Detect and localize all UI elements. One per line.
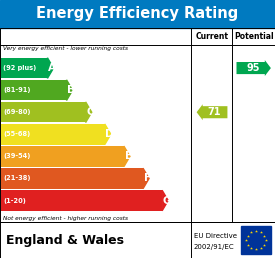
Bar bbox=[1, 58, 48, 78]
Text: (81-91): (81-91) bbox=[3, 87, 31, 93]
Text: Not energy efficient - higher running costs: Not energy efficient - higher running co… bbox=[3, 216, 128, 221]
Text: EU Directive: EU Directive bbox=[194, 233, 237, 239]
Text: D: D bbox=[105, 129, 113, 139]
Text: 2002/91/EC: 2002/91/EC bbox=[194, 244, 235, 249]
Text: (39-54): (39-54) bbox=[3, 153, 31, 159]
Polygon shape bbox=[48, 58, 54, 78]
Bar bbox=[1, 146, 124, 167]
Bar bbox=[1, 124, 105, 144]
Bar bbox=[0, 0, 275, 28]
Polygon shape bbox=[143, 168, 149, 189]
Polygon shape bbox=[124, 146, 130, 167]
Text: (92 plus): (92 plus) bbox=[3, 65, 37, 71]
Text: E: E bbox=[125, 151, 132, 161]
Text: Potential: Potential bbox=[234, 32, 274, 41]
Text: (55-68): (55-68) bbox=[3, 131, 31, 137]
Text: England & Wales: England & Wales bbox=[6, 234, 123, 247]
Text: F: F bbox=[144, 173, 151, 183]
Polygon shape bbox=[105, 124, 111, 144]
Polygon shape bbox=[236, 60, 271, 76]
Text: (1-20): (1-20) bbox=[3, 198, 26, 204]
Polygon shape bbox=[197, 104, 227, 120]
Text: B: B bbox=[67, 85, 75, 95]
Text: C: C bbox=[86, 107, 94, 117]
Text: (69-80): (69-80) bbox=[3, 109, 31, 115]
Bar bbox=[0, 222, 275, 258]
Text: G: G bbox=[162, 196, 170, 206]
Bar bbox=[1, 190, 162, 211]
Polygon shape bbox=[162, 190, 168, 211]
Text: 71: 71 bbox=[207, 107, 221, 117]
Bar bbox=[1, 102, 86, 123]
Text: Current: Current bbox=[195, 32, 228, 41]
Text: A: A bbox=[48, 63, 56, 73]
Bar bbox=[0, 28, 275, 222]
Text: Energy Efficiency Rating: Energy Efficiency Rating bbox=[36, 6, 239, 21]
Bar bbox=[1, 168, 143, 189]
Text: (21-38): (21-38) bbox=[3, 175, 31, 181]
Bar bbox=[241, 226, 271, 254]
Bar bbox=[1, 80, 67, 100]
Polygon shape bbox=[67, 80, 73, 100]
Polygon shape bbox=[86, 102, 92, 123]
Text: 95: 95 bbox=[247, 63, 260, 73]
Text: Very energy efficient - lower running costs: Very energy efficient - lower running co… bbox=[3, 46, 128, 51]
